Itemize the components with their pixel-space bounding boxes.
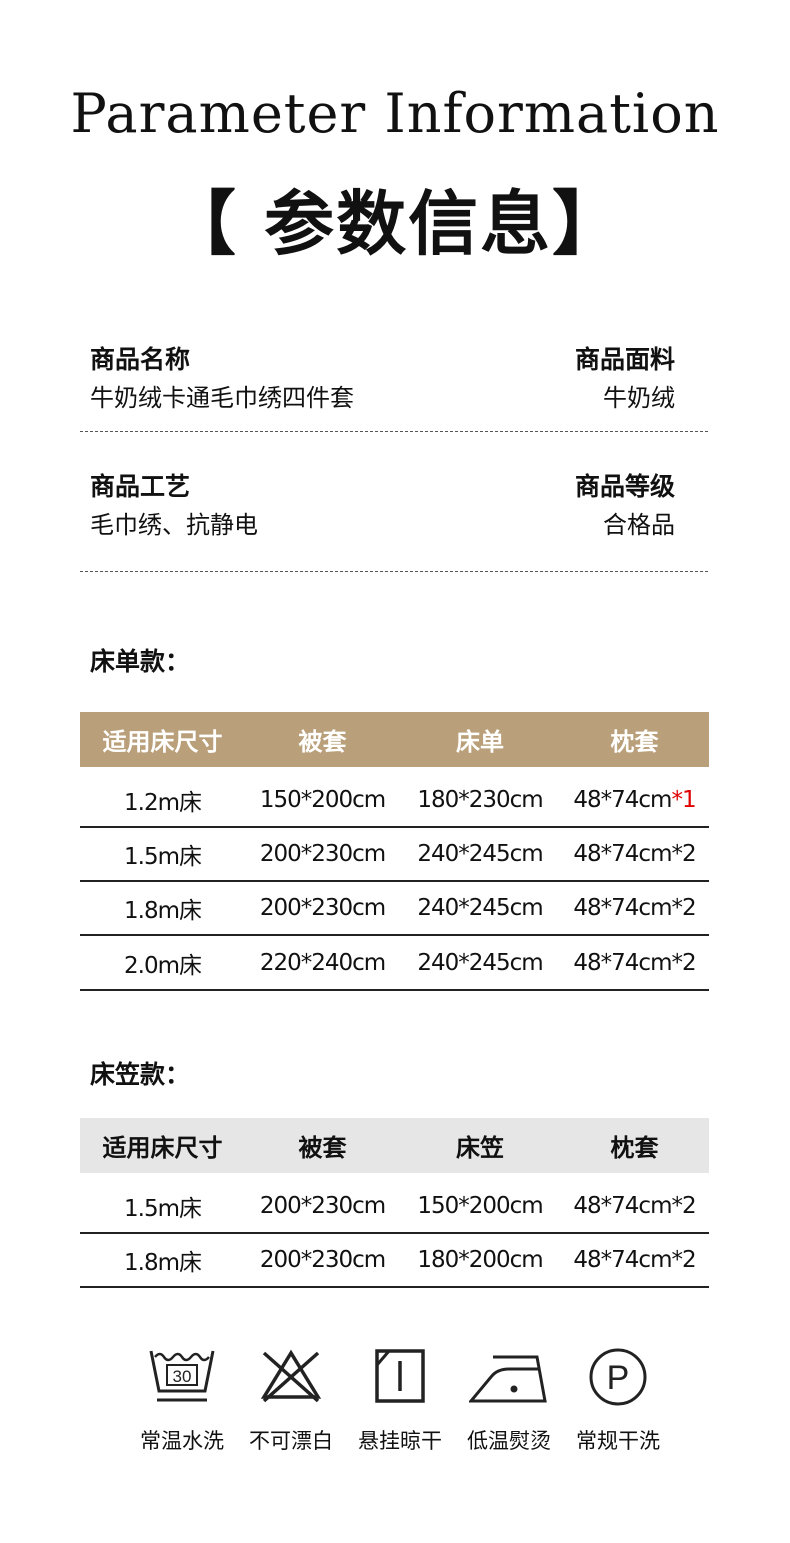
cell: 150*200cm	[259, 787, 386, 813]
title-chinese: 【 参数信息】	[165, 183, 625, 265]
fabric-value: 牛奶绒	[603, 384, 675, 412]
cell-text: 48*74cm	[573, 787, 672, 813]
header-cell: 床笠	[456, 1134, 504, 1162]
craft-value: 毛巾绣、抗静电	[90, 511, 258, 539]
cell: 240*245cm	[417, 841, 543, 867]
care-item: 不可漂白	[239, 1345, 343, 1455]
care-label: 不可漂白	[249, 1429, 333, 1453]
table-row: 2.0m床 220*240cm 240*245cm 48*74cm*2	[80, 937, 709, 991]
cell: 220*240cm	[259, 950, 386, 976]
header-cell: 适用床尺寸	[102, 728, 223, 756]
care-label: 常规干洗	[576, 1429, 660, 1453]
table-row: 1.8m床 200*230cm 180*200cm 48*74cm*2	[80, 1234, 709, 1288]
cell: 150*200cm	[417, 1193, 543, 1219]
wash-30-icon: 30	[149, 1350, 215, 1402]
sheet-section-title: 床单款：	[90, 647, 191, 676]
divider	[80, 571, 708, 572]
cell: 200*230cm	[259, 1247, 386, 1273]
cell: 240*245cm	[417, 950, 543, 976]
no-bleach-icon	[260, 1349, 322, 1403]
cell-quantity: *1	[671, 787, 696, 813]
care-item: 低温熨烫	[457, 1345, 561, 1455]
care-item: 30 常温水洗	[130, 1345, 234, 1455]
header-cell: 被套	[298, 728, 347, 756]
header-cell: 床单	[456, 728, 504, 756]
dry-clean-p-icon: P	[589, 1348, 647, 1406]
hang-dry-icon	[375, 1349, 425, 1403]
cell: 200*230cm	[259, 841, 386, 867]
care-label: 常温水洗	[140, 1429, 224, 1453]
low-iron-icon	[469, 1355, 547, 1403]
cell: 1.5m床	[124, 844, 202, 870]
care-instructions: 30 常温水洗 不可漂白 悬挂晾干 低温熨烫 P 常规干洗	[130, 1345, 670, 1455]
header-cell: 适用床尺寸	[102, 1134, 223, 1162]
cell: 200*230cm	[259, 1193, 386, 1219]
cell: 240*245cm	[417, 895, 543, 921]
fitted-table-header: 适用床尺寸 被套 床笠 枕套	[80, 1118, 709, 1173]
care-label: 悬挂晾干	[358, 1429, 442, 1453]
table-row: 1.2m床 150*200cm 180*230cm 48*74cm*1	[80, 774, 709, 828]
cell: 48*74cm*2	[573, 841, 696, 867]
cell: 48*74cm*2	[573, 1247, 696, 1273]
cell: 48*74cm*2	[573, 1193, 696, 1219]
cell: 48*74cm*1	[560, 787, 709, 813]
cell: 48*74cm*2	[573, 895, 696, 921]
product-name-label: 商品名称	[90, 345, 191, 374]
table-row: 1.8m床 200*230cm 240*245cm 48*74cm*2	[80, 882, 709, 936]
cell: 1.5m床	[124, 1196, 202, 1222]
header-cell: 枕套	[610, 1134, 659, 1162]
table-row: 1.5m床 200*230cm 240*245cm 48*74cm*2	[80, 828, 709, 882]
cell: 180*200cm	[417, 1247, 543, 1273]
svg-text:30: 30	[173, 1367, 192, 1386]
grade-value: 合格品	[603, 511, 675, 539]
divider	[80, 431, 708, 432]
cell: 48*74cm*2	[573, 950, 696, 976]
craft-label: 商品工艺	[90, 472, 191, 501]
grade-label: 商品等级	[574, 472, 675, 501]
cell: 1.8m床	[124, 898, 202, 924]
fabric-label: 商品面料	[574, 345, 675, 374]
cell: 2.0m床	[124, 953, 202, 979]
sheet-table-header: 适用床尺寸 被套 床单 枕套	[80, 712, 709, 767]
cell: 200*230cm	[259, 895, 386, 921]
product-name-value: 牛奶绒卡通毛巾绣四件套	[90, 384, 354, 412]
cell: 180*230cm	[417, 787, 543, 813]
care-item: 悬挂晾干	[348, 1345, 452, 1455]
table-row: 1.5m床 200*230cm 150*200cm 48*74cm*2	[80, 1180, 709, 1234]
fitted-section-title: 床笠款：	[90, 1060, 191, 1089]
care-item: P 常规干洗	[566, 1345, 670, 1455]
care-label: 低温熨烫	[467, 1429, 551, 1453]
svg-text:P: P	[607, 1359, 630, 1397]
cell: 1.8m床	[124, 1250, 202, 1276]
cell: 1.2m床	[124, 790, 202, 816]
header-cell: 被套	[298, 1134, 347, 1162]
title-english: Parameter Information	[70, 82, 720, 145]
header-cell: 枕套	[610, 728, 659, 756]
